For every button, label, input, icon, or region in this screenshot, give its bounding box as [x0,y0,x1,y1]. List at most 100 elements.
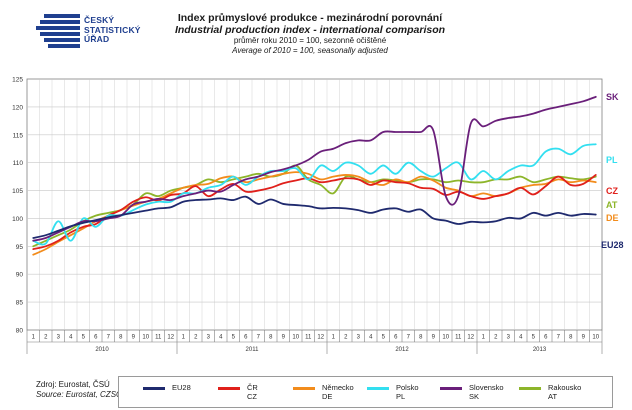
end-label-cz: CZ [606,186,618,196]
legend-swatch-eu28 [143,387,165,390]
x-tick-label: 1 [32,335,36,341]
x-tick-label: 5 [232,335,236,341]
y-tick-label: 80 [16,328,24,335]
series-line-cz [32,174,597,251]
y-tick-label: 115 [13,132,24,139]
end-label-sk: SK [606,92,619,102]
x-tick-label: 4 [519,335,523,341]
x-tick-label: 6 [94,335,98,341]
x-tick-label: 8 [419,335,423,341]
x-tick-label: 8 [269,335,273,341]
x-tick-label: 12 [167,335,174,341]
legend-label-en: PL [396,392,406,401]
y-tick-label: 105 [12,188,23,195]
x-tick-label: 10 [442,335,449,341]
x-tick-label: 7 [557,335,561,341]
x-tick-label: 6 [394,335,398,341]
legend-label-cz: Německo [322,383,354,392]
year-label: 2012 [395,347,409,353]
x-tick-label: 6 [244,335,248,341]
legend-swatch-de [293,387,315,390]
x-tick-label: 2 [494,335,498,341]
legend-label-cz: ČR CZ [247,383,258,401]
y-tick-label: 110 [13,160,24,167]
x-tick-label: 7 [107,335,111,341]
logo-line-1: ČESKÝ [84,15,115,25]
legend-label-pl: Polsko PL [396,383,419,401]
x-tick-label: 4 [369,335,373,341]
x-tick-label: 5 [82,335,86,341]
logo-line-3: ÚŘAD [84,34,110,44]
chart-subtitle-en: Average of 2010 = 100, seasonally adjust… [232,45,388,55]
x-tick-label: 2 [44,335,48,341]
x-tick-label: 3 [507,335,511,341]
legend-swatch-at [519,387,541,390]
legend-swatch-sk [440,387,462,390]
x-tick-label: 1 [332,335,336,341]
legend-label-en: SK [469,392,480,401]
x-tick-label: 10 [292,335,299,341]
x-tick-label: 2 [194,335,198,341]
year-label: 2013 [533,347,547,353]
x-tick-label: 6 [544,335,548,341]
x-tick-label: 9 [582,335,586,341]
legend-label-en: AT [548,392,558,401]
x-tick-label: 5 [532,335,536,341]
legend-swatch-cz [218,387,240,390]
y-tick-label: 125 [12,77,23,84]
x-tick-label: 11 [455,335,462,341]
legend-label-en: DE [322,392,333,401]
y-tick-label: 85 [16,300,24,307]
x-tick-label: 2 [344,335,348,341]
x-tick-label: 3 [357,335,361,341]
legend-label-sk: Slovensko SK [469,383,504,401]
end-label-de: DE [606,213,619,223]
x-tick-label: 8 [119,335,123,341]
logo-line-2: STATISTICKÝ [84,24,141,35]
x-tick-label: 7 [407,335,411,341]
x-tick-label: 1 [182,335,186,341]
legend-label-de: Německo DE [322,383,354,401]
x-tick-label: 8 [569,335,573,341]
source-note: Zdroj: Eurostat, ČSÚ Source: Eurostat, C… [36,380,122,400]
x-tick-label: 9 [432,335,436,341]
year-label: 2011 [246,347,260,353]
chart-subtitle-cz: průměr roku 2010 = 100, sezonně očištěné [233,36,387,45]
legend-label-cz: EU28 [172,383,191,392]
x-tick-label: 1 [482,335,486,341]
x-tick-label: 11 [155,335,162,341]
source-en: Source: Eurostat, CZSO [36,390,123,399]
end-label-at: AT [606,200,618,210]
legend-label-cz: ČR [247,383,258,392]
chart-legend: EU28 ČR CZ Německo DE Polsko PL Slovensko SK Rako… [118,376,613,408]
x-tick-label: 12 [317,335,324,341]
series-line-eu28 [32,195,597,239]
legend-label-cz: Slovensko [469,383,504,392]
x-tick-label: 4 [69,335,73,341]
czso-logo [34,14,154,48]
x-tick-label: 11 [305,335,312,341]
chart-titles: Index průmyslové produkce - mezinárodní … [150,12,470,55]
x-tick-label: 5 [382,335,386,341]
legend-label-at: Rakousko AT [548,383,581,401]
czso-logo-mark [36,14,80,48]
chart-title-cz: Index průmyslové produkce - mezinárodní … [177,12,443,24]
x-tick-label: 9 [282,335,286,341]
series-line-sk [32,95,597,242]
czso-logo-text: ČESKÝ STATISTICKÝ ÚŘAD [84,15,141,45]
y-tick-label: 95 [16,244,24,251]
y-tick-label: 100 [12,216,23,223]
y-tick-label: 120 [12,104,23,111]
source-cz: Zdroj: Eurostat, ČSÚ [36,380,110,389]
chart-title-en: Industrial production index - internatio… [174,24,446,36]
x-tick-label: 3 [207,335,211,341]
end-label-pl: PL [606,155,618,165]
legend-label-cz: Rakousko [548,383,582,392]
x-tick-label: 9 [132,335,136,341]
end-label-eu28: EU28 [601,240,624,250]
legend-label-cz: Polsko [396,383,419,392]
year-label: 2010 [95,347,109,353]
legend-label-eu28: EU28 [172,383,191,392]
y-tick-label: 90 [16,272,24,279]
